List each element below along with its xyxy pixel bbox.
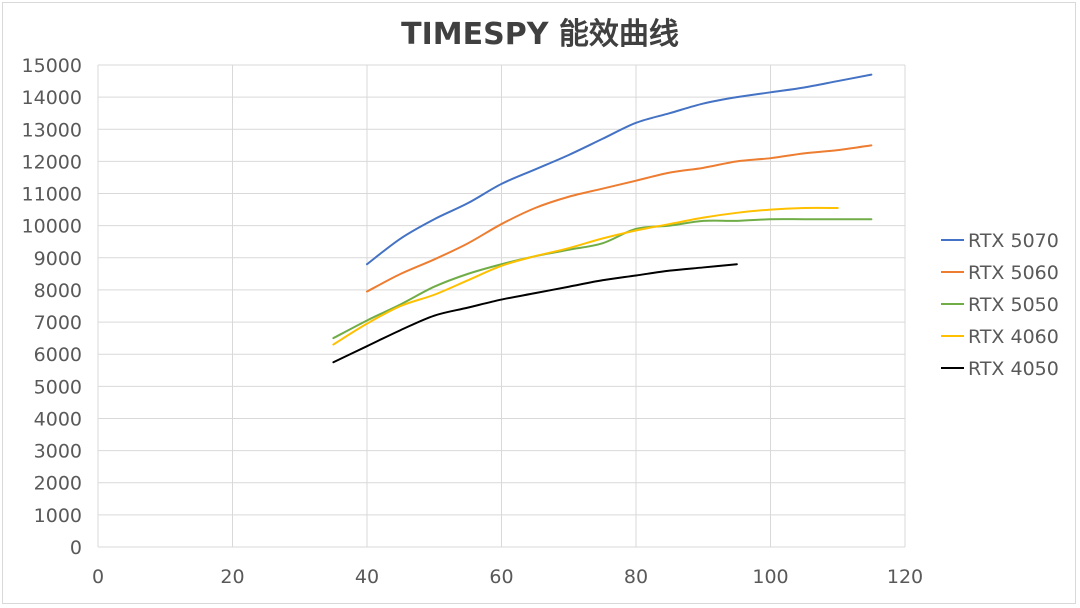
x-tick-label: 120 <box>887 566 923 588</box>
y-tick-label: 5000 <box>34 376 82 398</box>
legend-label-rtx-4060: RTX 4060 <box>968 326 1059 348</box>
y-tick-label: 12000 <box>22 151 82 173</box>
x-tick-label: 0 <box>92 566 104 588</box>
x-tick-label: 20 <box>220 566 244 588</box>
axes: 0100020003000400050006000700080009000100… <box>22 55 924 588</box>
y-tick-label: 0 <box>70 537 82 559</box>
legend-label-rtx-5070: RTX 5070 <box>968 230 1059 252</box>
legend: RTX 5070 RTX 5060 RTX 5050 RTX 4060 RTX 4050 <box>941 230 1059 380</box>
x-tick-label: 80 <box>624 566 648 588</box>
y-tick-label: 8000 <box>34 280 82 302</box>
series-line-rtx-4050 <box>332 263 738 364</box>
grid-lines <box>97 64 906 548</box>
y-tick-label: 13000 <box>22 119 82 141</box>
series-line-rtx-4060 <box>332 206 839 346</box>
series-line-rtx-5060 <box>366 144 873 293</box>
y-tick-label: 14000 <box>22 87 82 109</box>
chart-title: TIMESPY 能效曲线 <box>401 17 679 52</box>
legend-label-rtx-4050: RTX 4050 <box>968 358 1059 380</box>
x-tick-label: 40 <box>355 566 379 588</box>
x-tick-label: 60 <box>489 566 513 588</box>
y-tick-label: 1000 <box>34 505 82 527</box>
x-tick-label: 100 <box>752 566 788 588</box>
y-tick-label: 11000 <box>22 184 82 206</box>
y-tick-label: 4000 <box>34 408 82 430</box>
y-tick-label: 3000 <box>34 441 82 463</box>
y-tick-label: 10000 <box>22 216 82 238</box>
legend-label-rtx-5050: RTX 5050 <box>968 294 1059 316</box>
y-tick-label: 2000 <box>34 473 82 495</box>
y-tick-label: 7000 <box>34 312 82 334</box>
legend-label-rtx-5060: RTX 5060 <box>968 262 1059 284</box>
series-lines <box>332 73 873 364</box>
y-tick-label: 15000 <box>22 55 82 77</box>
y-tick-label: 6000 <box>34 344 82 366</box>
series-line-rtx-5070 <box>366 73 873 266</box>
y-tick-label: 9000 <box>34 248 82 270</box>
series-line-rtx-5050 <box>332 218 873 340</box>
